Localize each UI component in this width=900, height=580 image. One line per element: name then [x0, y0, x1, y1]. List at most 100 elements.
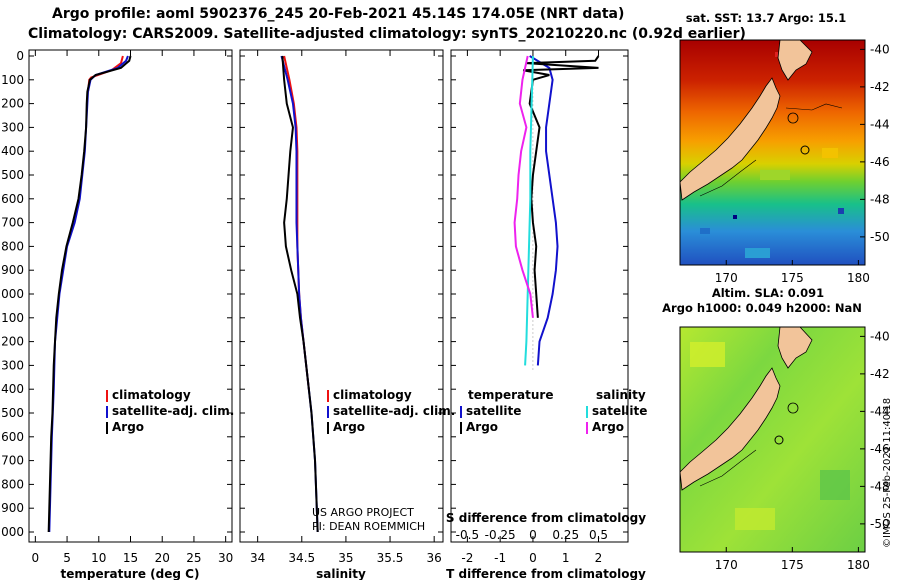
series-line-satellite-adj-clim- [280, 55, 319, 533]
sla-map-ticks: 170 175 180 -40 -42 -44 -46 -48 -50 [715, 329, 890, 572]
salinity-panel-frame [239, 49, 444, 543]
sst-map-frame [679, 39, 866, 266]
map-x-tick-label: 180 [847, 271, 870, 285]
depth-tick-label: 500 [1, 168, 24, 182]
difference-legend: temperature salinity satellite Argo sate… [460, 388, 647, 434]
depth-tick-label: 1800 [0, 477, 24, 491]
s-tick-label: -0.25 [485, 528, 516, 542]
depth-tick-label: 1200 [0, 335, 24, 349]
seamount-contour [787, 112, 799, 124]
map-x-tick-label: 175 [781, 271, 804, 285]
difference-panel-frame [450, 49, 629, 543]
x-tick-label: 20 [155, 551, 170, 565]
depth-tick-label: 1600 [0, 430, 24, 444]
depth-tick-label: 400 [1, 144, 24, 158]
sst-patch [822, 148, 838, 158]
argo-location-marker [800, 145, 810, 155]
s-tick-label: 0.5 [589, 528, 608, 542]
map-y-tick-label: -44 [870, 404, 890, 418]
depth-tick-label: 1100 [0, 311, 24, 325]
argo-location-marker [774, 435, 784, 445]
s-tick-label: -0.5 [456, 528, 479, 542]
north-island-land [777, 39, 813, 81]
x-tick-label: 34 [250, 551, 265, 565]
x-tick-label: 1 [562, 551, 570, 565]
temperature-legend: climatology satellite-adj. clim. Argo [106, 388, 234, 434]
depth-tick-label: 0 [16, 49, 24, 63]
map-x-tick-label: 175 [781, 558, 804, 572]
s-tick-label: 0 [529, 528, 537, 542]
series-line-temperature-satellite [529, 55, 559, 366]
difference-series [451, 55, 628, 533]
map-y-tick-label: -42 [870, 80, 890, 94]
x-tick-label: 5 [63, 551, 71, 565]
x-tick-label: 35.5 [377, 551, 404, 565]
series-line-satellite-adj-clim- [48, 55, 129, 533]
legend-salinity-title: salinity [596, 388, 646, 402]
legend-satellite-label: satellite-adj. clim. [333, 404, 455, 418]
t-diff-x-ticks: -2 -1 0 1 2 [461, 50, 602, 565]
map-x-tick-label: 180 [847, 558, 870, 572]
x-tick-label: -2 [461, 551, 473, 565]
sla-map [679, 326, 866, 553]
legend-climatology-label: climatology [112, 388, 191, 402]
depth-contour [785, 103, 843, 111]
map-y-tick-label: -44 [870, 117, 890, 131]
legend-satellite-label: satellite-adj. clim. [112, 404, 234, 418]
depth-tick-label: 1400 [0, 382, 24, 396]
map-y-tick-label: -42 [870, 367, 890, 381]
x-tick-label: 36 [427, 551, 442, 565]
x-tick-label: 15 [123, 551, 138, 565]
x-tick-label: -1 [494, 551, 506, 565]
map-x-tick-label: 170 [715, 558, 738, 572]
map-y-tick-label: -50 [870, 517, 890, 531]
depth-tick-label: 1900 [0, 501, 24, 515]
x-tick-label: 34.5 [288, 551, 315, 565]
legend-temperature-title: temperature [468, 388, 553, 402]
sst-patch [838, 208, 844, 214]
depth-tick-label: 900 [1, 263, 24, 277]
sla-map-subtitle: Altim. SLA: 0.091 [712, 286, 824, 300]
temperature-x-ticks: 0 5 10 15 20 25 30 [32, 50, 233, 565]
plot-title-line2: Climatology: CARS2009. Satellite-adjuste… [28, 26, 746, 42]
x-tick-label: 10 [91, 551, 106, 565]
south-island-land [679, 367, 781, 491]
map-y-tick-label: -48 [870, 192, 890, 206]
depth-tick-label: 1300 [0, 358, 24, 372]
depth-tick-label: 1700 [0, 454, 24, 468]
south-island-land [679, 77, 781, 201]
depth-tick-label: 200 [1, 97, 24, 111]
map-y-tick-label: -46 [870, 155, 890, 169]
map-y-tick-label: -48 [870, 479, 890, 493]
sla-map-title: Argo h1000: 0.049 h2000: NaN [662, 301, 862, 315]
credit-line2: PI: DEAN ROEMMICH [312, 520, 425, 533]
x-tick-label: 30 [218, 551, 233, 565]
sst-patch [760, 170, 790, 180]
s-diff-x-label: S difference from climatology [446, 511, 646, 525]
series-line-Argo [281, 55, 319, 533]
temperature-series [29, 55, 232, 533]
depth-tick-label: 1000 [0, 287, 24, 301]
legend-t-satellite-label: satellite [466, 404, 521, 418]
x-tick-label: 2 [595, 551, 603, 565]
sla-map-frame [679, 326, 866, 553]
map-x-tick-label: 170 [715, 271, 738, 285]
map-y-tick-label: -50 [870, 230, 890, 244]
salinity-series [240, 55, 443, 533]
depth-tick-label: 2000 [0, 525, 24, 539]
t-diff-x-label: T difference from climatology [446, 567, 646, 580]
sla-patch [690, 342, 725, 367]
sla-patch [820, 470, 850, 500]
credit-line1: US ARGO PROJECT [312, 506, 414, 519]
depth-contour [699, 449, 757, 487]
sst-patch [700, 228, 710, 234]
map-y-tick-label: -40 [870, 329, 890, 343]
map-y-tick-label: -46 [870, 442, 890, 456]
legend-s-satellite-label: satellite [592, 404, 647, 418]
salinity-x-label: salinity [316, 567, 366, 580]
x-tick-label: 35 [338, 551, 353, 565]
plot-title-line1: Argo profile: aoml 5902376_245 20-Feb-20… [52, 6, 625, 22]
s-tick-label: 0.25 [552, 528, 579, 542]
north-island-land [777, 326, 813, 369]
